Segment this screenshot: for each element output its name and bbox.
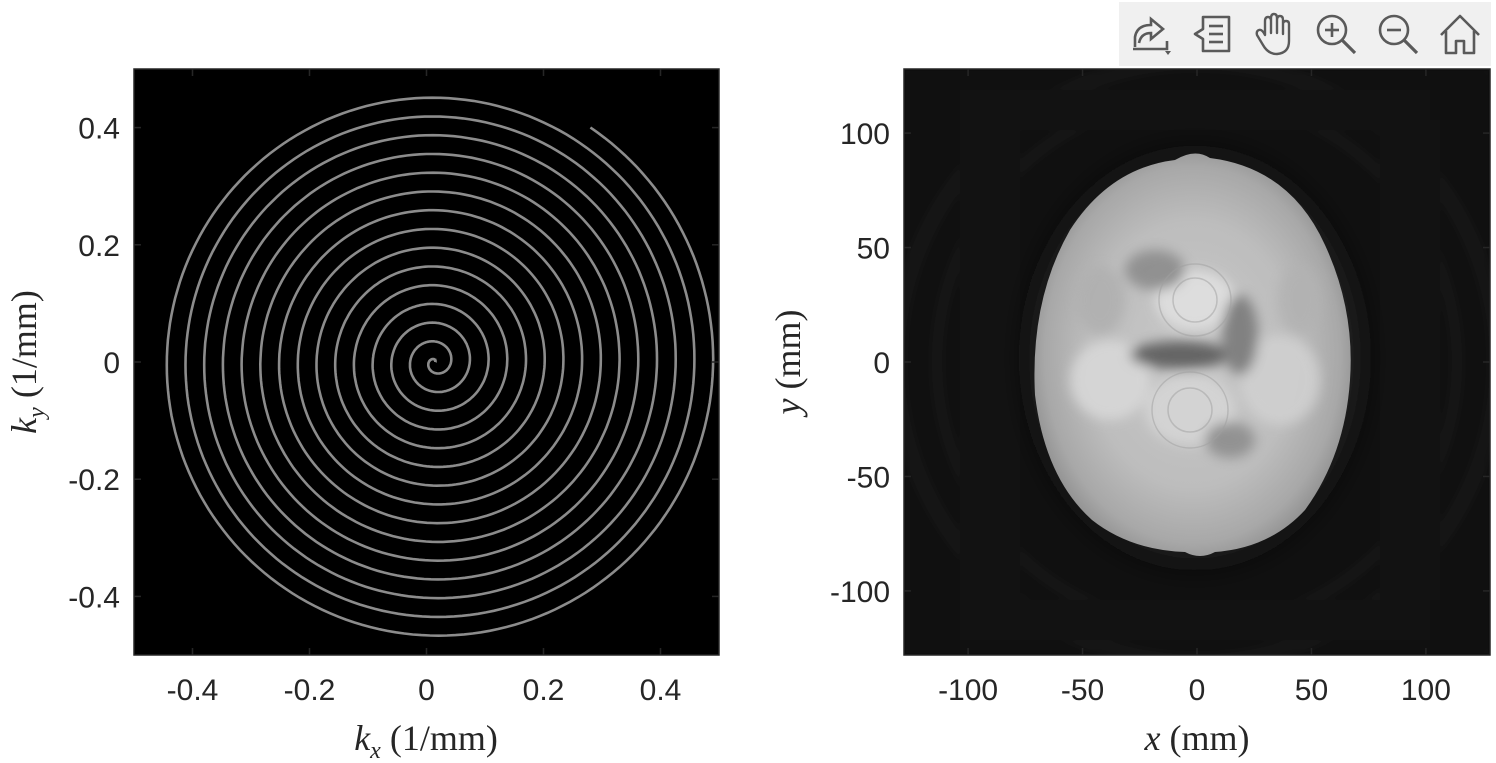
image-y-tick-label: 0 (873, 347, 890, 380)
image-x-tick-label: 0 (1189, 674, 1206, 707)
image-y-tick-label: -100 (830, 576, 890, 609)
legend-data-tips-icon (1193, 15, 1231, 53)
image-ticks: -100 -50 0 50 100 100 50 0 -50 -100 (830, 68, 1491, 707)
image-axes[interactable]: -100 -50 0 50 100 100 50 0 -50 -100 x (mm) y (mm) (768, 62, 1496, 758)
kspace-y-axis-label: ky (1/mm) (4, 290, 50, 434)
image-y-tick-label: 50 (857, 233, 890, 266)
kspace-x-tick-label: 0.4 (640, 674, 682, 707)
brush-export-icon (1133, 16, 1171, 55)
zoom-out-icon (1378, 14, 1419, 55)
brush-export-button[interactable] (1123, 7, 1177, 61)
pan-hand-icon (1255, 12, 1291, 56)
kspace-y-tick-label: 0.4 (78, 113, 120, 146)
data-tips-button[interactable] (1185, 7, 1239, 61)
kspace-y-tick-label: -0.4 (68, 581, 120, 614)
image-x-tick-label: 100 (1401, 674, 1451, 707)
kspace-y-tick-label: -0.2 (68, 464, 120, 497)
image-y-tick-label: 100 (840, 118, 890, 151)
spiral-trajectory-line (165, 96, 715, 638)
zoom-in-button[interactable] (1309, 7, 1363, 61)
kspace-axes[interactable]: -0.4 -0.2 0 0.2 0.4 0.4 0.2 0 -0.2 -0.4 kx (1/mm)… (4, 68, 720, 763)
axes-toolbar (1119, 2, 1491, 66)
kspace-y-tick-label: 0.2 (78, 230, 120, 263)
image-x-tick-label: -50 (1061, 674, 1104, 707)
zoom-in-icon (1316, 14, 1357, 55)
image-y-tick-label: -50 (847, 461, 890, 494)
kspace-ticks: -0.4 -0.2 0 0.2 0.4 0.4 0.2 0 -0.2 -0.4 (68, 68, 720, 707)
kspace-x-tick-label: -0.2 (284, 674, 336, 707)
home-button[interactable] (1433, 7, 1487, 61)
pan-button[interactable] (1247, 7, 1301, 61)
kspace-x-tick-label: 0.2 (523, 674, 565, 707)
image-x-axis-label: x (mm) (1144, 718, 1250, 758)
mr-image (904, 69, 1490, 655)
kspace-plot-area (134, 69, 719, 655)
home-restore-icon (1440, 14, 1480, 55)
kspace-x-tick-label: -0.4 (167, 674, 219, 707)
zoom-out-button[interactable] (1371, 7, 1425, 61)
image-y-axis-label: y (mm) (768, 310, 808, 418)
kspace-y-tick-label: 0 (103, 347, 120, 380)
kspace-x-axis-label: kx (1/mm) (354, 718, 498, 763)
kspace-x-tick-label: 0 (418, 674, 435, 707)
image-x-tick-label: 50 (1295, 674, 1328, 707)
image-x-tick-label: -100 (938, 674, 998, 707)
